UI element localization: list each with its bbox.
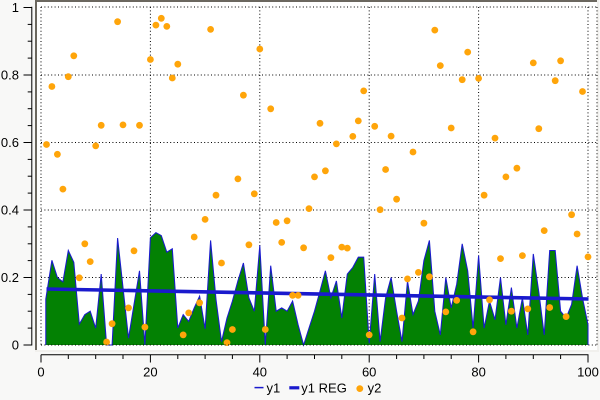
svg-text:60: 60 [362, 365, 376, 380]
svg-text:0.4: 0.4 [1, 203, 19, 218]
svg-text:y1 REG: y1 REG [301, 381, 347, 396]
svg-text:y1: y1 [267, 381, 281, 396]
svg-text:0: 0 [37, 365, 44, 380]
svg-text:20: 20 [143, 365, 157, 380]
svg-text:1: 1 [12, 0, 19, 15]
svg-text:40: 40 [253, 365, 267, 380]
svg-text:0.8: 0.8 [1, 68, 19, 83]
svg-text:y2: y2 [368, 381, 382, 396]
svg-text:0: 0 [12, 338, 19, 353]
svg-text:100: 100 [577, 365, 599, 380]
svg-text:0.2: 0.2 [1, 270, 19, 285]
svg-text:80: 80 [471, 365, 485, 380]
svg-text:0.6: 0.6 [1, 135, 19, 150]
